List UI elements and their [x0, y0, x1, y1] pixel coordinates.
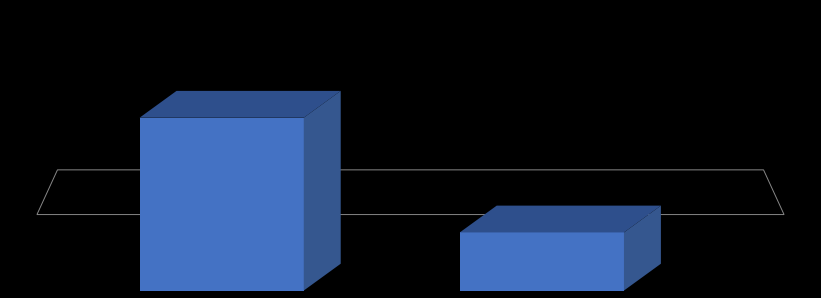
Polygon shape — [37, 170, 784, 215]
Polygon shape — [304, 91, 341, 291]
Polygon shape — [140, 91, 341, 118]
Polygon shape — [140, 118, 304, 291]
Polygon shape — [624, 206, 661, 291]
Polygon shape — [460, 232, 624, 291]
Polygon shape — [460, 206, 661, 232]
